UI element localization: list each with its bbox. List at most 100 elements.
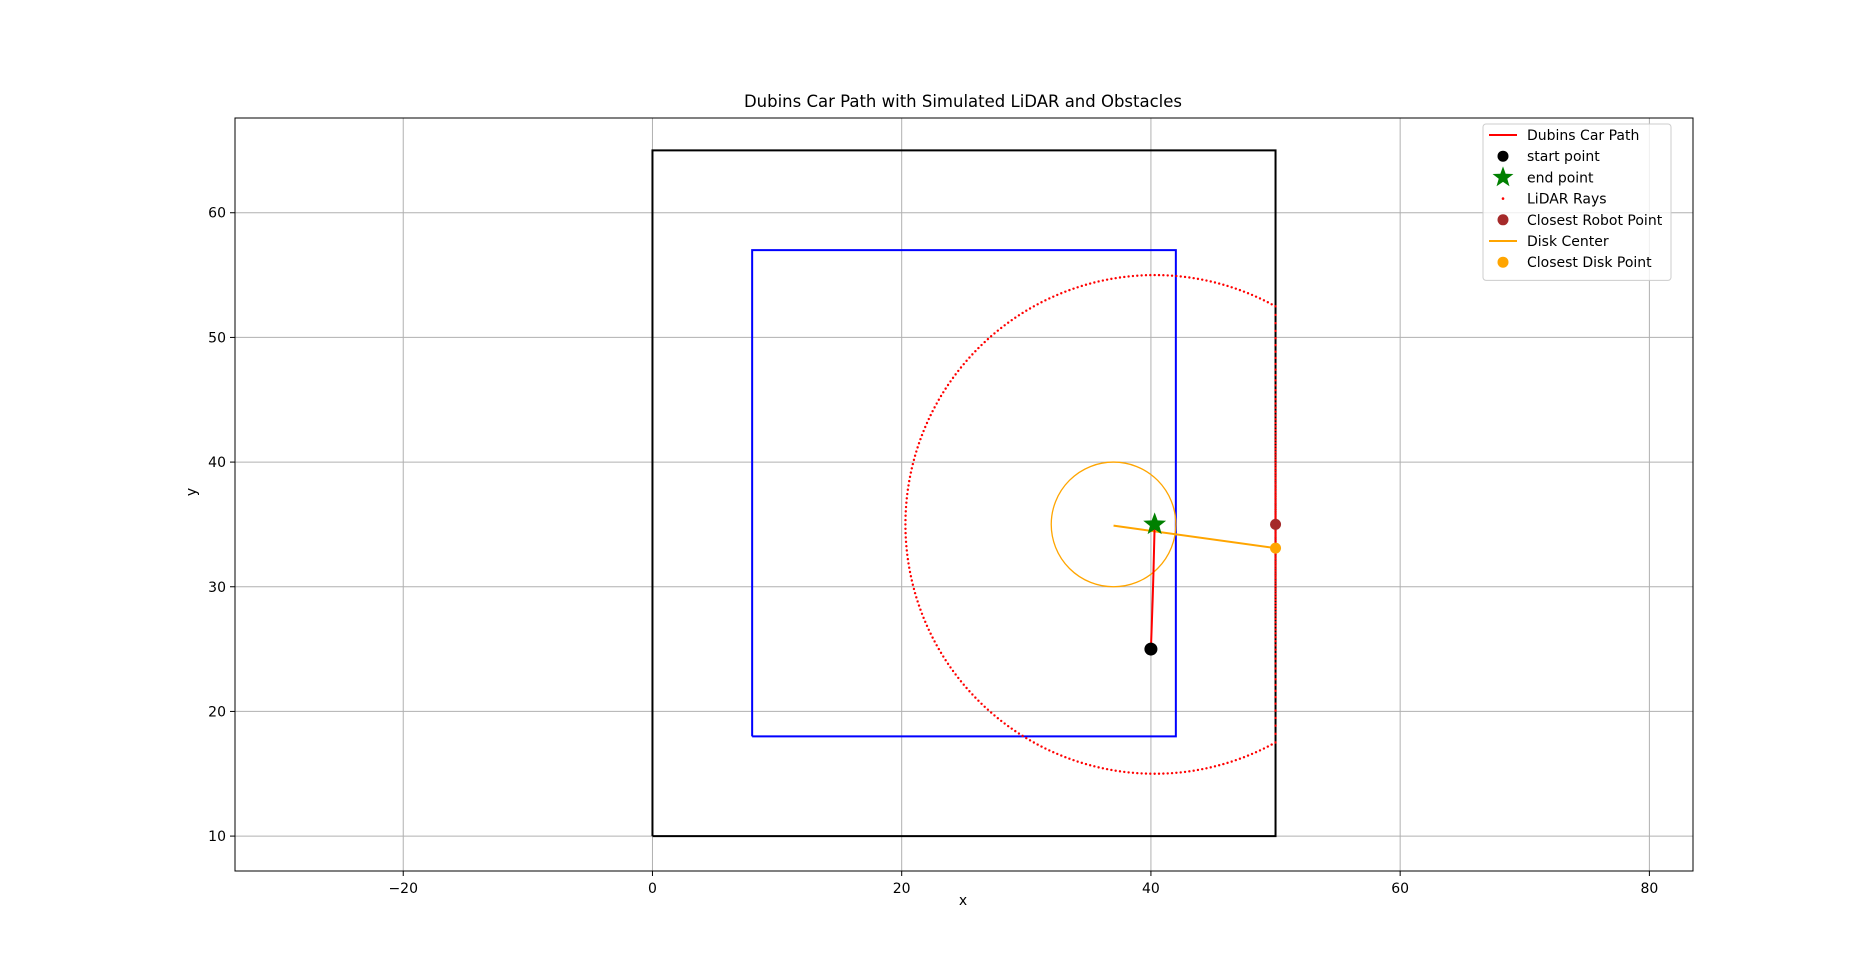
lidar-ray-point — [1274, 474, 1277, 477]
lidar-ray-point — [1123, 770, 1126, 774]
lidar-ray-point — [905, 544, 908, 548]
lidar-ray-point — [1179, 275, 1182, 278]
lidar-ray-point — [1274, 464, 1277, 467]
lidar-ray-point — [939, 651, 943, 655]
lidar-ray-point — [904, 510, 907, 513]
lidar-ray-point — [1222, 762, 1225, 766]
lidar-ray-point — [909, 575, 913, 578]
lidar-ray-point — [1064, 290, 1067, 293]
lidar-ray-point — [1226, 284, 1229, 288]
lidar-ray-point — [1274, 499, 1277, 503]
lidar-ray-point — [946, 662, 950, 666]
lidar-ray-point — [1110, 277, 1113, 281]
lidar-ray-point — [1274, 388, 1277, 392]
lidar-ray-point — [989, 711, 993, 714]
lidar-ray-point — [1274, 577, 1277, 580]
lidar-ray-point — [1274, 564, 1277, 568]
lidar-ray-point — [1036, 743, 1039, 746]
lidar-ray-point — [1274, 343, 1277, 347]
lidar-ray-point — [980, 702, 983, 705]
lidar-ray-point — [1262, 747, 1266, 750]
lidar-ray-point — [931, 636, 934, 639]
lidar-ray-point — [989, 335, 993, 338]
lidar-ray-point — [1188, 276, 1191, 279]
lidar-ray-point — [1140, 274, 1143, 277]
lidar-ray-point — [925, 624, 929, 628]
lidar-ray-point — [904, 540, 908, 544]
lidar-ray-point — [1274, 667, 1277, 670]
lidar-ray-point — [942, 655, 945, 658]
lidar-ray-point — [1274, 447, 1277, 451]
lidar-ray-point — [1170, 274, 1174, 277]
lidar-ray-point — [933, 406, 936, 409]
lidar-ray-point — [1274, 414, 1277, 417]
lidar-ray-point — [1274, 741, 1277, 744]
lidar-ray-point — [993, 332, 996, 335]
lidar-ray-point — [907, 562, 910, 565]
lidar-ray-point — [912, 458, 916, 462]
lidar-ray-point — [910, 467, 914, 470]
lidar-ray-point — [1274, 604, 1277, 608]
lidar-ray-point — [1262, 299, 1266, 302]
lidar-ray-point — [913, 591, 917, 595]
lidar-ray-point — [957, 369, 960, 373]
lidar-ray-point — [919, 608, 922, 611]
lidar-ray-point — [1080, 761, 1083, 765]
lidar-ray-point — [951, 669, 955, 673]
lidar-ray-point — [1274, 635, 1277, 639]
lidar-ray-point — [1274, 587, 1277, 590]
lidar-ray-point — [1088, 764, 1092, 767]
lidar-ray-point — [1101, 279, 1105, 282]
lidar-ray-point — [920, 433, 924, 437]
lidar-ray-point — [1076, 286, 1079, 289]
lidar-ray-point — [1209, 766, 1212, 769]
end-point — [1143, 512, 1167, 535]
lidar-ray-point — [1052, 295, 1055, 298]
lidar-ray-point — [929, 413, 932, 417]
lidar-ray-point — [1274, 572, 1277, 575]
lidar-ray-point — [1274, 438, 1277, 441]
lidar-ray-point — [915, 596, 918, 599]
lidar-ray-point — [1274, 512, 1277, 516]
y-tick-label: 50 — [208, 330, 226, 346]
lidar-ray-point — [1032, 741, 1036, 744]
lidar-ray-point — [1274, 621, 1277, 624]
lidar-ray-point — [1274, 601, 1277, 605]
obstacles — [651, 149, 1277, 838]
lidar-ray-point — [1274, 508, 1277, 511]
lidar-ray-point — [1274, 481, 1277, 484]
lidar-ray-point — [965, 686, 968, 690]
lidar-ray-point — [1266, 745, 1270, 748]
lidar-ray-point — [1166, 274, 1169, 277]
lidar-ray-point — [1246, 754, 1250, 757]
lidar-ray-point — [1274, 379, 1277, 382]
lidar-ray-point — [1021, 311, 1024, 315]
lidar-ray-point — [1274, 652, 1277, 656]
lidar-ray-point — [1234, 758, 1238, 762]
lidar-ray-point — [1118, 770, 1122, 773]
lidar-ray-point — [1226, 761, 1229, 765]
lidar-ray-point — [1274, 483, 1277, 487]
lidar-ray-point — [1183, 770, 1187, 774]
lidar-ray-point — [1274, 432, 1277, 435]
lidar-ray-point — [1222, 283, 1225, 286]
lidar-ray-point — [1274, 506, 1277, 509]
lidar-ray-point — [996, 716, 1000, 720]
lidar-ray-point — [1266, 301, 1270, 304]
lidar-ray-point — [1274, 590, 1277, 593]
lidar-ray-point — [1274, 614, 1277, 617]
lidar-ray-point — [971, 693, 974, 696]
lidar-ray-point — [965, 359, 968, 363]
y-tick-label: 40 — [208, 455, 226, 471]
lidar-ray-point — [904, 527, 907, 530]
lidar-ray-point — [1213, 765, 1217, 768]
lidar-ray-point — [1274, 689, 1277, 693]
lidar-ray-point — [908, 475, 912, 479]
lidar-ray-point — [1234, 287, 1238, 290]
lidar-ray-point — [1270, 303, 1273, 306]
lidar-ray-point — [962, 683, 965, 686]
lidar-ray-point — [1088, 282, 1092, 285]
lidar-ray-point — [927, 628, 930, 631]
lidar-ray-point — [1044, 747, 1047, 750]
obstacle-boundary — [651, 149, 1277, 838]
